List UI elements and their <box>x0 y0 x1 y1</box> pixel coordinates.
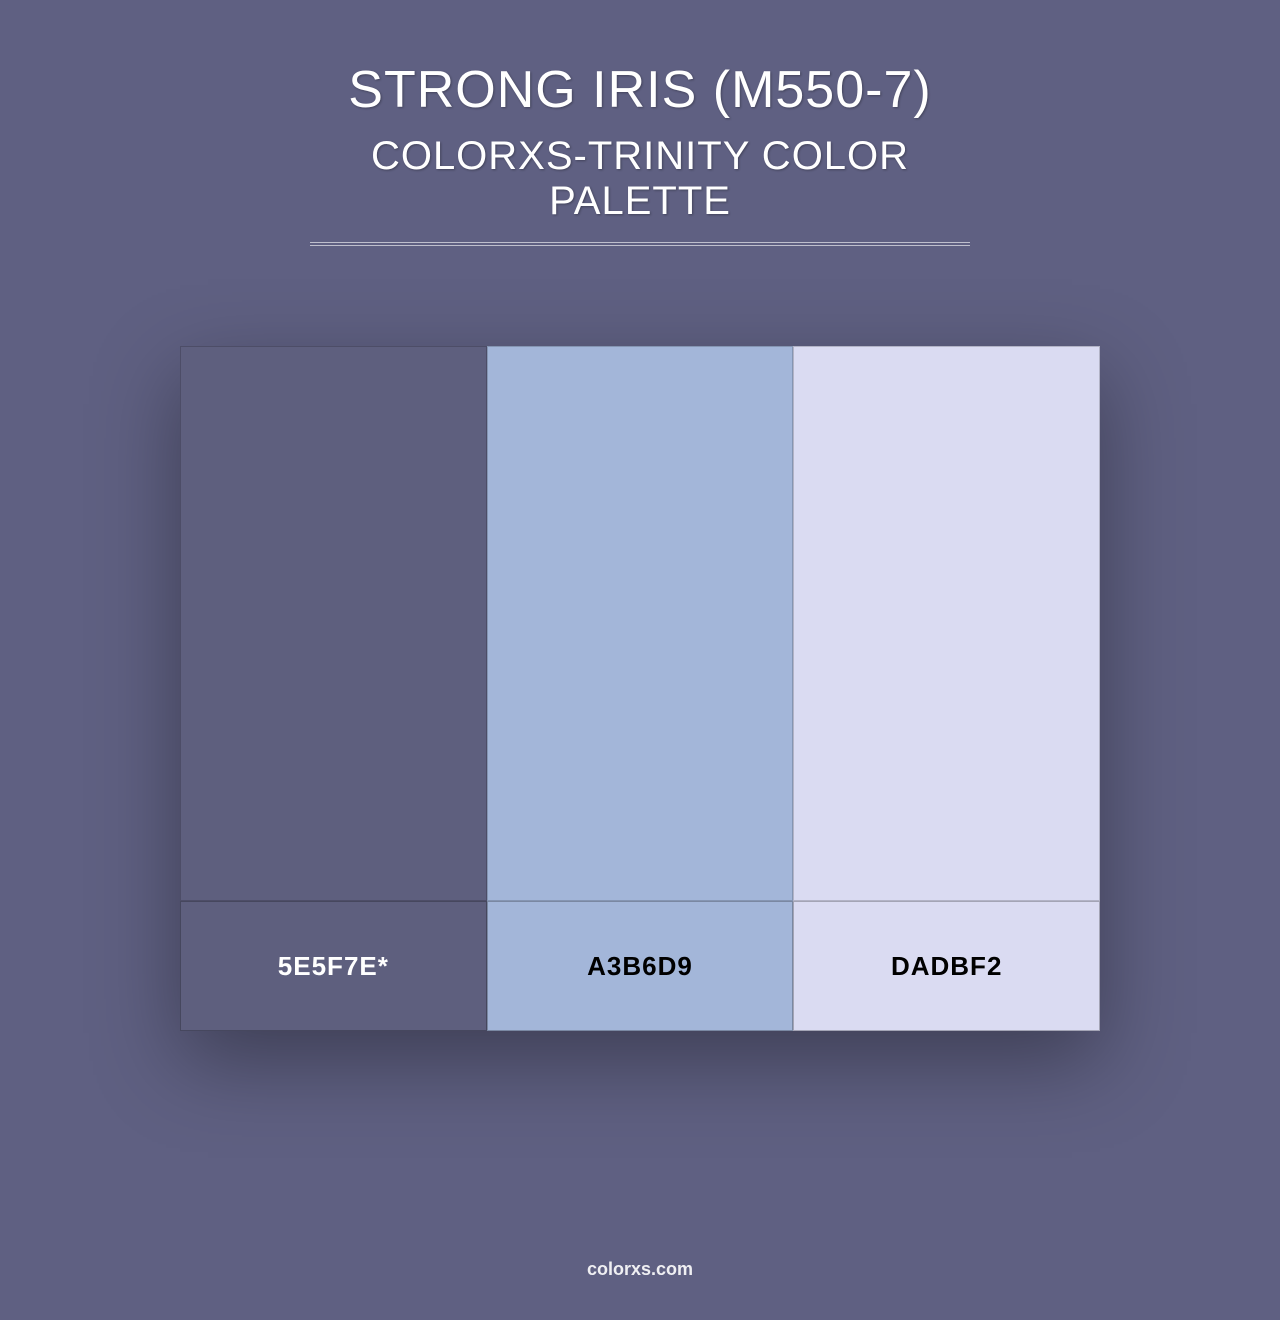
palette-page: STRONG IRIS (M550-7) COLORXS-TRINITY COL… <box>0 0 1280 1320</box>
page-title: STRONG IRIS (M550-7) <box>310 60 970 120</box>
swatch-2-label: A3B6D9 <box>487 901 794 1031</box>
palette: 5E5F7E* A3B6D9 DADBF2 <box>180 346 1100 1031</box>
swatch-1-label: 5E5F7E* <box>180 901 487 1031</box>
swatch-row <box>180 346 1100 901</box>
header-divider <box>310 242 970 246</box>
header: STRONG IRIS (M550-7) COLORXS-TRINITY COL… <box>310 60 970 246</box>
swatch-3-label: DADBF2 <box>793 901 1100 1031</box>
swatch-1 <box>180 346 487 901</box>
swatch-2 <box>487 346 794 901</box>
page-subtitle: COLORXS-TRINITY COLOR PALETTE <box>310 134 970 224</box>
footer-attribution: colorxs.com <box>0 1259 1280 1280</box>
label-row: 5E5F7E* A3B6D9 DADBF2 <box>180 901 1100 1031</box>
swatch-3 <box>793 346 1100 901</box>
